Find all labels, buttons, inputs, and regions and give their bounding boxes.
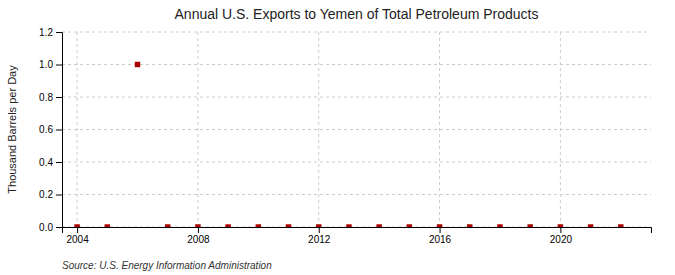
x-tick: 2008: [187, 227, 210, 245]
y-tick-label: 0.2: [39, 189, 53, 200]
point: [286, 224, 291, 227]
y-tick-label: 1.0: [39, 59, 53, 70]
y-tick-mark: [56, 195, 62, 196]
x-tick-label: 2012: [308, 234, 331, 245]
points: [74, 62, 623, 227]
grid-line-y: [62, 32, 651, 33]
y-tick: 0.0: [39, 222, 62, 233]
plot-area: 2004 2008 2012 2016 2020 0.0 0.2 0.4 0.6 0.8 1.0 1.…: [39, 27, 651, 245]
x-tick-label: 2020: [550, 234, 573, 245]
point: [105, 224, 110, 227]
chart: 2004 2008 2012 2016 2020 0.0 0.2 0.4 0.6 0.8 1.0 1.…: [0, 0, 675, 275]
x-axis-line: [63, 228, 652, 234]
grid-line-y: [62, 97, 651, 98]
x-tick: 2004: [66, 227, 89, 245]
grid-line-y: [62, 129, 651, 130]
x-tick-label: 2016: [429, 234, 452, 245]
y-tick-label: 0.6: [39, 124, 53, 135]
grid-line-x: [439, 32, 440, 227]
grid-line-y: [62, 64, 651, 65]
grid: [62, 32, 651, 227]
point: [588, 224, 593, 227]
point: [527, 224, 532, 227]
y-tick-mark: [56, 32, 62, 33]
x-tick-mark: [560, 227, 561, 233]
y-tick-mark: [56, 162, 62, 163]
x-tick-label: 2008: [187, 234, 210, 245]
source: Source: U.S. Energy Information Administ…: [62, 260, 272, 271]
point: [558, 224, 563, 227]
grid-line-x: [197, 32, 198, 227]
y-tick: 1.2: [39, 27, 62, 38]
y-tick-mark: [56, 227, 62, 228]
x-tick-mark: [77, 227, 78, 233]
x-tick-mark: [198, 227, 199, 233]
y-tick-mark: [56, 130, 62, 131]
point: [376, 224, 381, 227]
point: [346, 224, 351, 227]
point: [195, 224, 200, 227]
point: [497, 224, 502, 227]
y-tick-label: 0.4: [39, 157, 53, 168]
y-tick-label: 0.8: [39, 92, 53, 103]
x-axis: 2004 2008 2012 2016 2020: [63, 227, 652, 245]
point: [225, 224, 230, 227]
x-tick: 2020: [550, 227, 573, 245]
y-tick: 1.0: [39, 59, 62, 70]
y-axis: 0.0 0.2 0.4 0.6 0.8 1.0 1.2: [39, 27, 62, 233]
y-tick: 0.8: [39, 92, 62, 103]
point: [256, 224, 261, 227]
title: Annual U.S. Exports to Yemen of Total Pe…: [175, 6, 539, 22]
point: [165, 224, 170, 227]
y-tick: 0.2: [39, 189, 62, 200]
x-tick-mark: [319, 227, 320, 233]
point: [74, 224, 79, 227]
x-tick-label: 2004: [66, 234, 89, 245]
y-tick: 0.4: [39, 157, 62, 168]
y-tick-mark: [56, 65, 62, 66]
point: [135, 62, 140, 67]
grid-line-y: [62, 162, 651, 163]
point: [316, 224, 321, 227]
grid-line-y: [62, 194, 651, 195]
y-tick-mark: [56, 97, 62, 98]
point: [467, 224, 472, 227]
point: [618, 224, 623, 227]
y-axis-line: [56, 33, 63, 228]
grid-line-x: [318, 32, 319, 227]
y-axis-title: Thousand Barrels per Day: [6, 65, 18, 194]
y-tick-label: 0.0: [39, 222, 53, 233]
x-tick-mark: [440, 227, 441, 233]
x-tick: 2012: [308, 227, 331, 245]
x-tick: 2016: [429, 227, 452, 245]
y-tick-label: 1.2: [39, 27, 53, 38]
point: [437, 224, 442, 227]
y-tick: 0.6: [39, 124, 62, 135]
point: [407, 224, 412, 227]
